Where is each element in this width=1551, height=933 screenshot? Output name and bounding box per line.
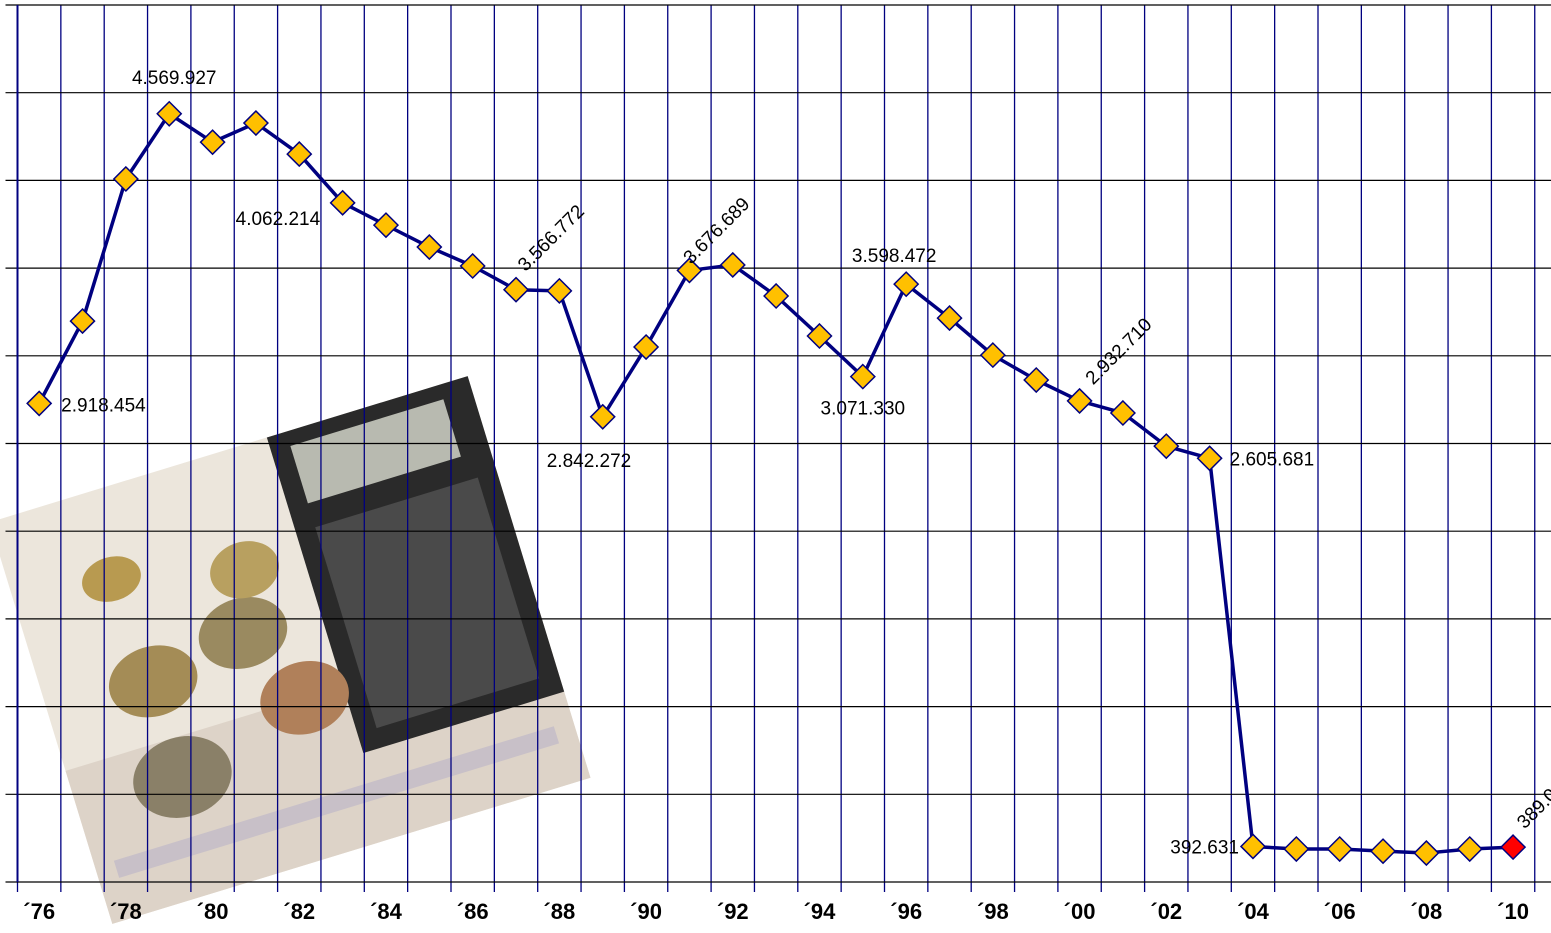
x-tick-label: ´94 xyxy=(804,899,837,924)
marker xyxy=(1109,399,1136,427)
marker xyxy=(633,333,660,361)
marker xyxy=(1326,835,1353,863)
marker xyxy=(459,252,486,280)
marker xyxy=(1500,834,1527,861)
x-tick-label: ´96 xyxy=(890,899,922,924)
marker xyxy=(1196,445,1223,472)
value-label: 3.071.330 xyxy=(821,399,906,420)
marker xyxy=(849,363,876,390)
marker xyxy=(763,282,790,310)
marker xyxy=(69,308,96,335)
marker xyxy=(1283,835,1310,863)
marker xyxy=(242,109,269,137)
value-label: 3.598.472 xyxy=(852,246,937,267)
marker xyxy=(1456,835,1483,863)
x-tick-label: ´76 xyxy=(23,899,55,924)
value-label: 2.605.681 xyxy=(1230,449,1315,470)
marker xyxy=(199,129,226,156)
x-tick-label: ´00 xyxy=(1064,899,1096,924)
marker xyxy=(546,277,573,304)
marker xyxy=(502,276,530,303)
marker xyxy=(26,390,53,417)
x-tick-label: ´90 xyxy=(630,899,662,924)
x-tick-label: ´86 xyxy=(457,899,489,924)
marker xyxy=(1066,387,1093,414)
marker xyxy=(806,322,833,350)
x-tick-label: ´92 xyxy=(717,899,749,924)
marker xyxy=(112,165,139,193)
value-label: 2.842.272 xyxy=(547,451,632,472)
marker xyxy=(156,100,183,127)
value-label: 4.062.214 xyxy=(236,209,321,230)
value-label: 4.569.927 xyxy=(132,68,217,89)
x-tick-label: ´04 xyxy=(1237,899,1270,924)
marker xyxy=(286,141,313,168)
marker xyxy=(1023,366,1050,394)
x-tick-label: ´80 xyxy=(197,899,229,924)
marker xyxy=(676,257,703,284)
x-tick-label: ´08 xyxy=(1410,899,1442,924)
marker xyxy=(1369,838,1397,865)
marker xyxy=(416,233,443,261)
marker xyxy=(936,305,963,332)
x-tick-label: ´78 xyxy=(110,899,142,924)
value-label: 2.918.454 xyxy=(61,395,146,416)
value-label: 3.676.689 xyxy=(680,194,755,269)
x-tick-label: ´88 xyxy=(543,899,575,924)
marker xyxy=(719,251,746,279)
x-tick-label: ´84 xyxy=(370,899,403,924)
background-photo xyxy=(0,376,591,924)
marker xyxy=(1413,839,1440,867)
x-tick-label: ´06 xyxy=(1324,899,1356,924)
marker xyxy=(589,403,616,430)
value-label: 3.566.772 xyxy=(514,201,589,276)
marker xyxy=(979,342,1006,369)
value-label: 389.000 xyxy=(1513,770,1551,833)
marker xyxy=(372,212,400,239)
x-tick-label: ´98 xyxy=(977,899,1009,924)
marker xyxy=(329,189,356,216)
x-tick-label: ´82 xyxy=(283,899,315,924)
value-label: 392.631 xyxy=(1170,837,1239,858)
marker xyxy=(893,271,920,298)
marker xyxy=(1153,433,1180,460)
marker xyxy=(1239,833,1267,860)
x-tick-label: ´10 xyxy=(1497,899,1529,924)
x-tick-label: ´02 xyxy=(1150,899,1182,924)
